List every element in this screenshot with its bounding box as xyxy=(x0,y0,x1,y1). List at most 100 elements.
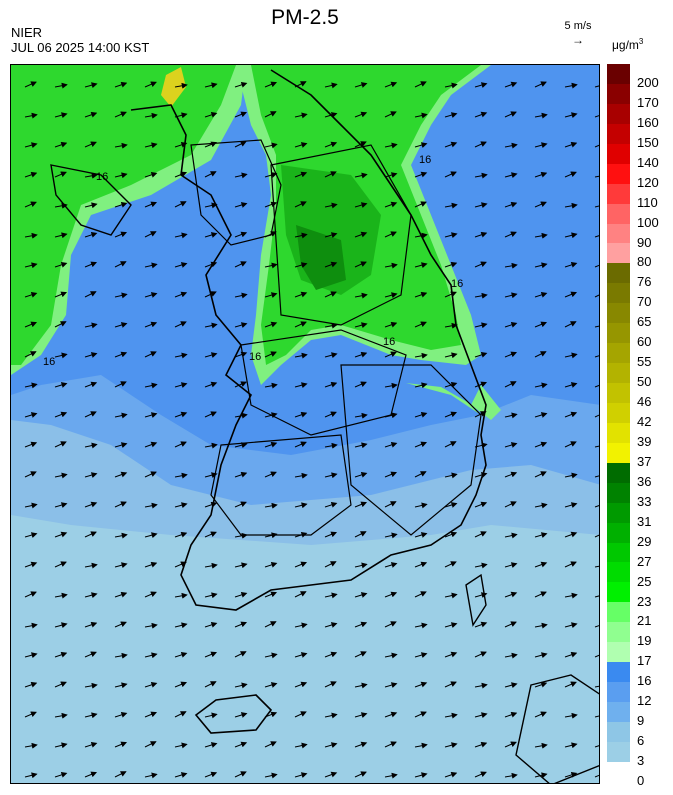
legend-label: 70 xyxy=(637,294,652,310)
wind-arrow xyxy=(234,771,247,778)
wind-arrow xyxy=(294,772,308,778)
legend-label: 65 xyxy=(637,314,652,330)
wind-arrow xyxy=(564,382,578,388)
wind-arrow xyxy=(354,651,367,658)
wind-arrow xyxy=(534,412,548,418)
wind-arrow xyxy=(534,321,548,328)
wind-arrow xyxy=(414,441,428,448)
wind-arrow xyxy=(84,442,98,449)
wind-arrow xyxy=(54,712,68,719)
wind-arrow xyxy=(294,502,308,509)
wind-arrow xyxy=(534,232,548,239)
wind-arrow xyxy=(174,592,188,599)
wind-arrow xyxy=(504,172,518,179)
wind-arrow xyxy=(264,262,278,269)
wind-arrow xyxy=(294,262,308,268)
wind-arrow xyxy=(24,471,37,478)
wind-arrow xyxy=(234,111,248,118)
wind-arrow xyxy=(54,681,67,688)
wind-arrow xyxy=(264,321,278,328)
wind-arrow xyxy=(294,561,308,568)
wind-arrow xyxy=(474,592,488,598)
wind-arrow xyxy=(234,231,248,238)
wind-arrow xyxy=(24,532,38,538)
wind-arrow xyxy=(594,565,599,568)
wind-arrow xyxy=(234,412,248,419)
wind-arrow xyxy=(264,412,278,419)
wind-arrow xyxy=(594,85,599,88)
wind-arrow xyxy=(84,531,97,538)
wind-arrow xyxy=(324,681,337,688)
wind-arrow xyxy=(144,321,158,328)
wind-arrow xyxy=(504,652,518,659)
wind-arrow xyxy=(114,562,128,569)
wind-arrow xyxy=(354,381,367,388)
legend-label: 100 xyxy=(637,214,659,230)
wind-arrow xyxy=(564,472,578,479)
wind-arrow xyxy=(474,531,487,538)
wind-arrow xyxy=(324,622,338,628)
wind-arrow xyxy=(84,381,98,388)
legend-swatch xyxy=(607,642,630,663)
wind-arrow xyxy=(234,292,248,299)
wind-arrow xyxy=(294,531,308,538)
wind-arrow xyxy=(414,681,428,688)
wind-arrow xyxy=(174,742,188,749)
wind-arrow xyxy=(144,171,158,178)
wind-arrow xyxy=(174,232,188,239)
wind-arrow xyxy=(234,621,248,628)
wind-arrow xyxy=(564,291,578,298)
wind-arrow xyxy=(204,232,218,238)
wind-arrow xyxy=(144,262,158,269)
wind-arrow xyxy=(384,412,398,419)
wind-arrow xyxy=(594,384,599,388)
wind-arrow xyxy=(324,352,338,359)
wind-arrow xyxy=(324,141,338,148)
wind-arrow xyxy=(84,651,97,658)
wind-arrow xyxy=(474,292,488,299)
wind-arrow xyxy=(564,441,577,448)
wind-arrow xyxy=(594,144,599,148)
wind-arrow xyxy=(414,561,428,568)
wind-arrow xyxy=(264,561,278,568)
wind-arrow xyxy=(594,175,599,178)
wind-arrow xyxy=(414,711,427,718)
wind-arrow xyxy=(264,502,278,509)
wind-arrow xyxy=(174,382,188,388)
wind-arrow xyxy=(324,381,338,388)
wind-arrow xyxy=(114,412,128,419)
wind-arrow xyxy=(144,81,157,88)
wind-arrow xyxy=(174,711,187,718)
wind-arrow xyxy=(264,292,278,298)
wind-arrow xyxy=(504,471,518,478)
wind-arrow xyxy=(24,652,38,659)
wind-arrow xyxy=(414,411,428,418)
wind-arrow xyxy=(114,111,127,118)
wind-arrow xyxy=(174,472,188,479)
wind-arrow xyxy=(264,382,278,389)
wind-arrow xyxy=(294,352,308,359)
wind-arrow xyxy=(354,771,367,778)
wind-arrow xyxy=(264,652,278,659)
wind-arrow xyxy=(594,235,599,238)
wind-arrow xyxy=(144,741,157,748)
wind-arrow xyxy=(174,681,188,688)
wind-arrow xyxy=(54,531,68,538)
wind-arrow xyxy=(444,651,458,658)
legend-swatch xyxy=(607,103,630,124)
wind-arrow xyxy=(234,471,248,478)
wind-arrow xyxy=(474,172,488,179)
wind-arrow xyxy=(534,742,548,749)
wind-arrow xyxy=(264,621,277,628)
contour-label: 16 xyxy=(249,351,261,363)
wind-arrow xyxy=(174,502,188,509)
pm25-map[interactable]: 16 16 16 16 16 16 xyxy=(10,64,600,784)
wind-arrow xyxy=(114,741,128,748)
wind-arrow xyxy=(234,532,248,539)
wind-arrow xyxy=(354,501,368,508)
legend-swatch xyxy=(607,721,630,742)
wind-arrow xyxy=(114,81,128,88)
wind-arrow xyxy=(54,771,68,778)
wind-arrow xyxy=(54,411,68,418)
wind-arrow xyxy=(414,532,428,538)
